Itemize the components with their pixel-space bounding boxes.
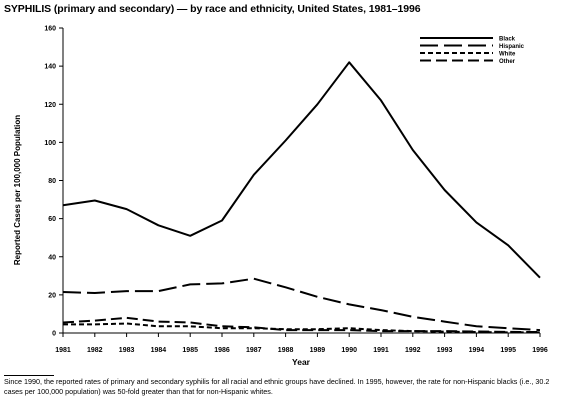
y-tick-label: 160 [44,26,56,33]
x-tick-label: 1981 [55,347,71,354]
x-tick-label: 1986 [214,347,230,354]
footnote-rule [4,375,54,376]
x-axis-label: Year [292,357,311,367]
y-tick-label: 140 [44,64,56,71]
x-tick-label: 1988 [278,347,294,354]
x-tick-label: 1982 [87,347,103,354]
legend-label-black: Black [499,36,516,42]
x-tick-label: 1983 [119,347,135,354]
chart-title: SYPHILIS (primary and secondary) — by ra… [4,3,421,15]
x-tick-label: 1992 [405,347,421,354]
y-axis-ticks: 0 20 40 60 80 100 120 140 160 [44,26,63,338]
y-tick-label: 80 [48,178,56,185]
axes [62,28,540,334]
x-tick-label: 1991 [373,347,389,354]
y-tick-label: 120 [44,102,56,109]
x-tick-label: 1984 [151,347,167,354]
y-tick-label: 60 [48,216,56,223]
series-line-black [62,61,541,279]
x-tick-label: 1985 [182,347,198,354]
y-tick-label: 0 [52,331,56,338]
y-tick-label: 100 [44,140,56,147]
legend-label-white: White [499,51,516,57]
footnote: Since 1990, the reported rates of primar… [4,377,550,396]
legend-label-other: Other [499,59,516,65]
x-tick-label: 1989 [310,347,326,354]
x-tick-label: 1996 [532,347,548,354]
y-tick-label: 40 [48,254,56,261]
x-tick-label: 1995 [500,347,516,354]
x-tick-label: 1993 [437,347,453,354]
x-tick-label: 1994 [469,347,485,354]
series-line-hispanic [62,277,541,332]
x-tick-label: 1990 [341,347,357,354]
x-tick-label: 1987 [246,347,262,354]
series-lines [62,61,541,334]
legend-label-hispanic: Hispanic [499,44,525,50]
x-axis-ticks: 1981 1982 1983 1984 1985 1986 1987 1988 1989 1990… [55,333,548,354]
y-axis-label: Reported Cases per 100,000 Population [13,115,22,265]
y-tick-label: 20 [48,292,56,299]
